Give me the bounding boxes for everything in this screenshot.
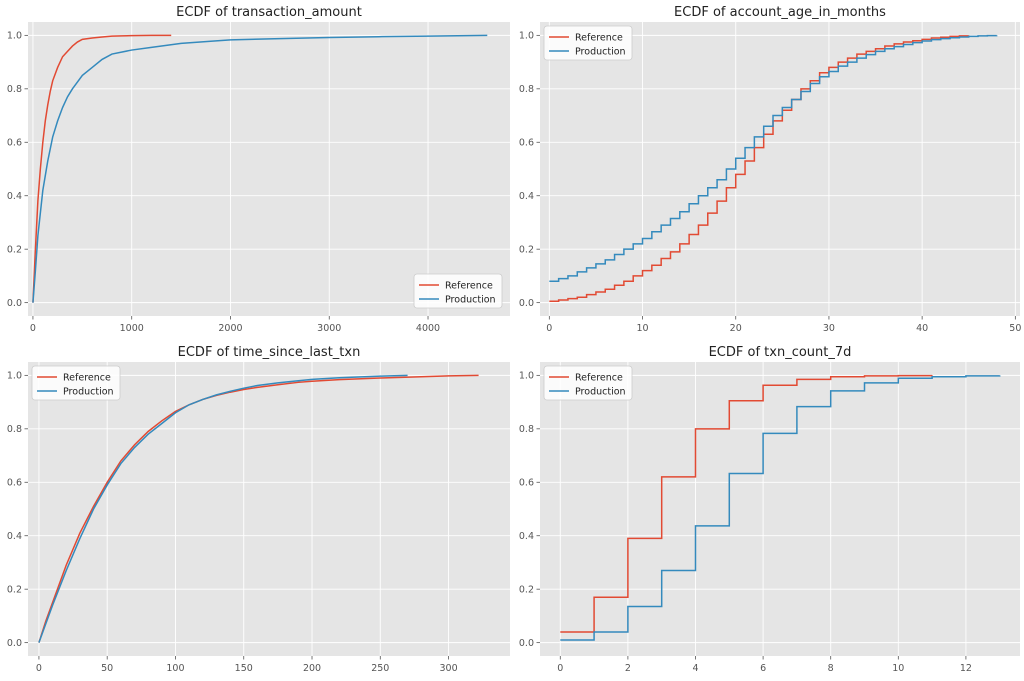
x-tick-label: 30 [823,323,835,334]
legend-label: Reference [63,372,111,383]
x-tick-label: 4000 [416,323,440,334]
x-tick-label: 2 [625,663,631,674]
legend-label: Reference [575,372,623,383]
x-tick-label: 300 [439,663,457,674]
x-tick-label: 0 [36,663,42,674]
legend: Reference Production [543,365,633,401]
y-tick-label: 1.0 [7,31,22,42]
series-line-production [32,34,488,303]
chart-panel-1: 0.0 0.2 0.4 0.6 0.8 1.0 0 1000 2000 3000 4000 ECDF … [7,5,510,334]
y-tick-label: 0.8 [519,84,534,95]
y-tick-label: 0.6 [519,138,534,149]
y-tick-label: 0.4 [519,191,534,202]
x-tick-label: 50 [1009,323,1021,334]
chart-panel-2: 0.0 0.2 0.4 0.6 0.8 1.0 0 10 20 30 40 50 ECDF of acc… [519,5,1021,334]
x-tick-label: 150 [235,663,253,674]
y-tick-label: 0.8 [7,84,22,95]
y-tick-label: 0.4 [7,531,22,542]
series-line-reference [32,34,172,303]
x-tick-label: 10 [892,663,904,674]
plot-area [28,22,510,316]
y-tick-label: 0.8 [519,424,534,435]
series-line-production [549,34,998,283]
legend-label: Production [63,386,114,397]
legend: Reference Production [543,25,633,61]
x-tick-label: 100 [166,663,184,674]
x-tick-label: 12 [960,663,972,674]
chart-title: ECDF of account_age_in_months [674,5,886,20]
y-tick-label: 0.6 [519,478,534,489]
y-tick-label: 0.8 [7,424,22,435]
y-tick-label: 0.2 [7,244,22,255]
y-tick-label: 1.0 [7,371,22,382]
x-tick-label: 200 [303,663,321,674]
chart-panel-3: 0.0 0.2 0.4 0.6 0.8 1.0 0 50 100 150 200 250 300 ECDF… [7,345,510,674]
y-tick-label: 0.2 [519,584,534,595]
y-tick-label: 0.4 [519,531,534,542]
legend-label: Production [575,386,626,397]
legend: Reference Production [413,273,503,309]
plot-area [540,22,1020,316]
legend-label: Reference [575,32,623,43]
x-tick-label: 0 [546,323,552,334]
plot-area [28,362,510,656]
x-tick-label: 2000 [218,323,242,334]
x-tick-label: 40 [916,323,928,334]
y-tick-label: 0.4 [7,191,22,202]
y-tick-label: 0.2 [7,584,22,595]
y-tick-label: 0.0 [7,638,22,649]
y-tick-label: 0.6 [7,478,22,489]
x-tick-label: 20 [730,323,742,334]
x-tick-label: 250 [371,663,389,674]
x-tick-label: 1000 [120,323,144,334]
x-tick-label: 6 [760,663,766,674]
x-tick-label: 0 [557,663,563,674]
chart-title: ECDF of time_since_last_txn [178,345,361,360]
legend: Reference Production [31,365,121,401]
chart-title: ECDF of txn_count_7d [709,345,852,360]
legend-label: Production [575,46,626,57]
y-tick-label: 1.0 [519,371,534,382]
legend-label: Production [445,294,496,305]
chart-panel-4: 0.0 0.2 0.4 0.6 0.8 1.0 0 2 4 6 8 10 12 ECDF of txn_c… [519,345,1020,674]
x-tick-label: 10 [636,323,648,334]
y-tick-label: 0.2 [519,244,534,255]
x-tick-label: 0 [30,323,36,334]
legend-label: Reference [445,280,493,291]
chart-title: ECDF of transaction_amount [176,5,362,20]
x-tick-label: 50 [101,663,113,674]
y-tick-label: 0.0 [519,638,534,649]
x-tick-label: 4 [692,663,698,674]
y-tick-label: 1.0 [519,31,534,42]
x-tick-label: 3000 [317,323,341,334]
y-tick-label: 0.6 [7,138,22,149]
series-line-production [560,375,1001,641]
y-tick-label: 0.0 [519,298,534,309]
series-line-reference [560,374,933,633]
series-line-production [38,374,408,643]
plot-area [540,362,1020,656]
y-tick-label: 0.0 [7,298,22,309]
x-tick-label: 8 [828,663,834,674]
